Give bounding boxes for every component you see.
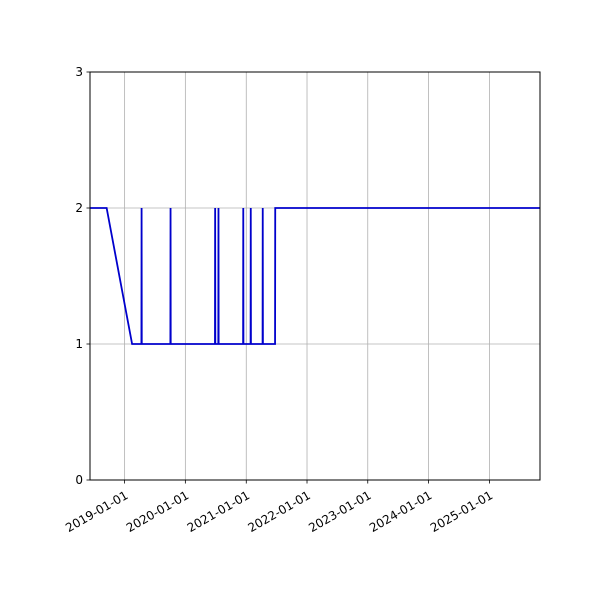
x-tick-label: 2021-01-01 (185, 488, 252, 535)
x-tick-label: 2024-01-01 (367, 488, 434, 535)
x-tick-label: 2020-01-01 (124, 488, 191, 535)
y-tick-label: 0 (75, 473, 83, 487)
y-tick-label: 3 (75, 65, 83, 79)
plot-background (90, 72, 540, 480)
y-tick-label: 1 (75, 337, 83, 351)
x-tick-label: 2023-01-01 (306, 488, 373, 535)
x-tick-label: 2022-01-01 (246, 488, 313, 535)
x-tick-label: 2019-01-01 (63, 488, 130, 535)
plot-frame (89, 71, 541, 481)
y-tick-label: 2 (75, 201, 83, 215)
series-layer (90, 207, 540, 345)
series-line-0 (90, 207, 540, 345)
x-tick-label: 2025-01-01 (428, 488, 495, 535)
